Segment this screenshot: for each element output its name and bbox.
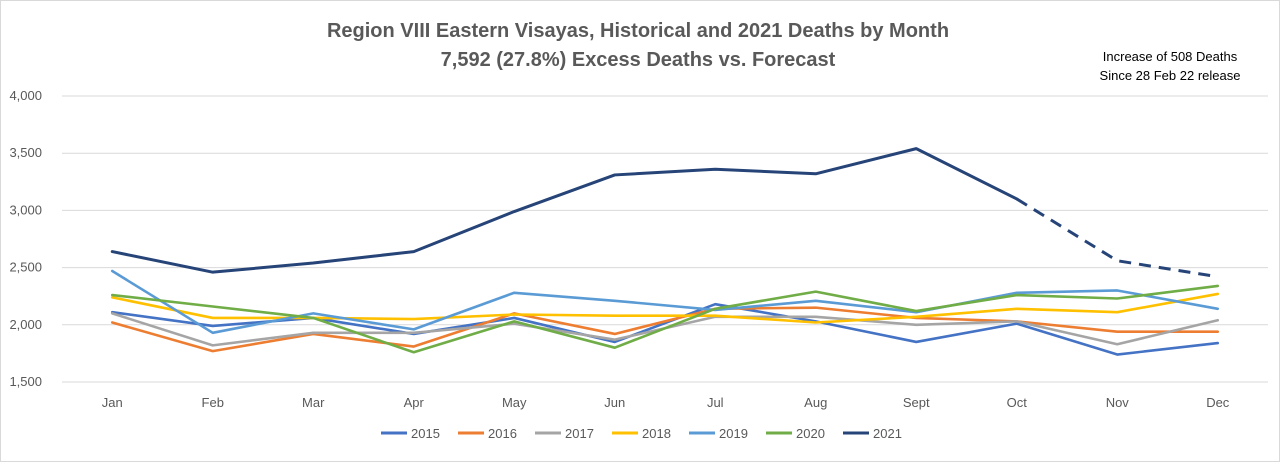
chart-title: Region VIII Eastern Visayas, Historical …	[327, 20, 949, 42]
y-tick-label: 1,500	[9, 374, 42, 389]
legend-label: 2015	[411, 426, 440, 441]
series-line-solid	[110, 147, 1019, 274]
x-tick-label: Jan	[102, 395, 123, 410]
legend-label: 2017	[565, 426, 594, 441]
series-2020	[110, 284, 1220, 354]
x-tick-label: Jun	[604, 395, 625, 410]
x-tick-label: Sept	[903, 395, 930, 410]
legend: 2015 2016 2017 2018 2019 2020 2021	[381, 426, 902, 441]
y-tick-label: 2,000	[9, 317, 42, 332]
legend-item: 2016	[458, 426, 517, 441]
series-2018	[110, 292, 1220, 324]
series-lines	[110, 147, 1220, 356]
x-axis-ticks: Jan Feb Mar Apr May Jun Jul Aug Sept Oct Nov Dec	[102, 395, 1230, 410]
x-tick-label: Aug	[804, 395, 827, 410]
legend-item: 2019	[689, 426, 748, 441]
series-line	[110, 306, 1220, 353]
x-tick-label: Feb	[202, 395, 224, 410]
y-tick-label: 3,500	[9, 145, 42, 160]
legend-label: 2016	[488, 426, 517, 441]
x-tick-label: Apr	[404, 395, 425, 410]
legend-item: 2021	[843, 426, 902, 441]
annotation-line-2: Since 28 Feb 22 release	[1100, 68, 1241, 83]
legend-label: 2019	[719, 426, 748, 441]
legend-label: 2021	[873, 426, 902, 441]
legend-label: 2020	[796, 426, 825, 441]
x-tick-label: Nov	[1106, 395, 1130, 410]
x-tick-label: Oct	[1007, 395, 1028, 410]
y-tick-label: 3,000	[9, 202, 42, 217]
x-tick-label: Mar	[302, 395, 325, 410]
series-2021	[110, 147, 1218, 279]
legend-item: 2015	[381, 426, 440, 441]
legend-item: 2018	[612, 426, 671, 441]
series-line-dashed	[1015, 197, 1218, 279]
legend-label: 2018	[642, 426, 671, 441]
legend-item: 2017	[535, 426, 594, 441]
x-tick-label: May	[502, 395, 527, 410]
chart-subtitle: 7,592 (27.8%) Excess Deaths vs. Forecast	[441, 49, 836, 71]
legend-item: 2020	[766, 426, 825, 441]
annotation-line-1: Increase of 508 Deaths	[1103, 49, 1238, 64]
y-tick-label: 2,500	[9, 260, 42, 275]
y-tick-label: 4,000	[9, 88, 42, 103]
x-tick-label: Jul	[707, 395, 724, 410]
series-line	[110, 302, 1220, 356]
series-line	[110, 292, 1220, 324]
x-tick-label: Dec	[1206, 395, 1230, 410]
gridlines	[62, 95, 1268, 383]
series-line	[110, 284, 1220, 354]
y-axis-ticks: 1,500 2,000 2,500 3,000 3,500 4,000	[9, 88, 42, 389]
